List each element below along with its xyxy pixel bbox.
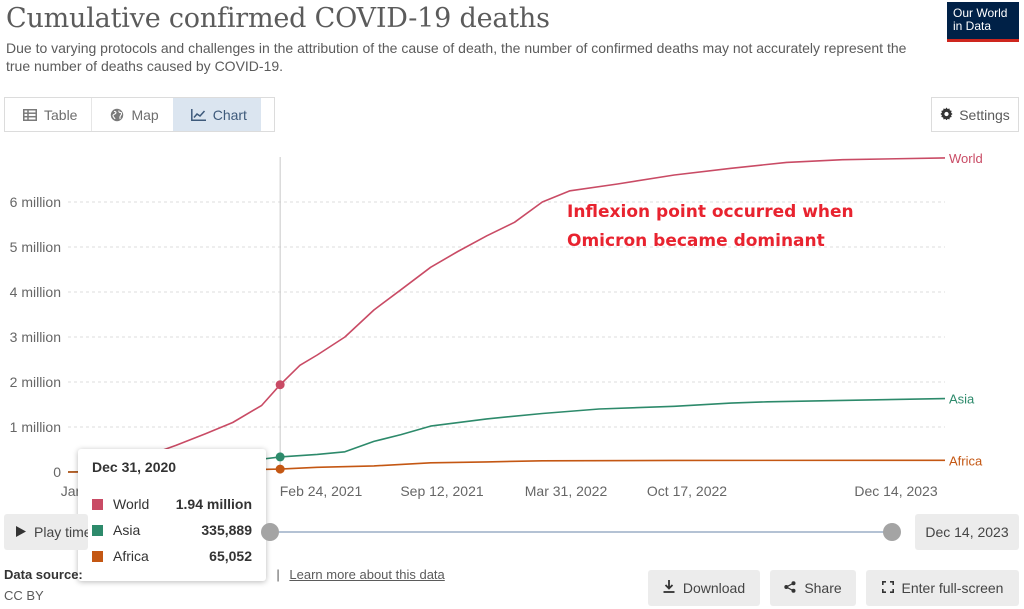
annotation-line-2: Omicron became dominant <box>567 231 825 251</box>
view-tabs: Table Map Chart <box>4 97 275 132</box>
annotation-line-1: Inflexion point occurred when <box>567 202 854 222</box>
tooltip-series-name: Africa <box>113 548 149 564</box>
line-chart[interactable]: 0 1 million 2 million 3 million 4 million 5 m… <box>0 140 1024 510</box>
tooltip-series-name: Asia <box>113 522 141 538</box>
owid-logo[interactable]: Our World in Data <box>947 2 1019 42</box>
asia-swatch <box>92 524 103 536</box>
learn-more-link[interactable]: Learn more about this data <box>289 567 445 582</box>
share-label: Share <box>804 580 842 596</box>
chart-annotation: Inflexion point occurred when Omicron be… <box>567 198 927 256</box>
series-end-label: Africa <box>949 453 983 468</box>
hover-point-africa <box>275 464 285 474</box>
series-end-label: Asia <box>949 392 975 407</box>
logo-line-1: Our World <box>953 6 1008 20</box>
tab-map[interactable]: Map <box>91 98 172 131</box>
tooltip-row-africa: Africa 65,052 <box>92 543 252 569</box>
x-tick-label: Dec 14, 2023 <box>854 483 937 499</box>
play-label: Play time-lapse <box>34 524 88 540</box>
x-tick-label: Oct 17, 2022 <box>647 483 727 499</box>
y-tick-label: 4 million <box>10 284 61 300</box>
download-icon <box>663 580 675 596</box>
world-swatch <box>92 498 103 510</box>
hover-tooltip: Dec 31, 2020 World 1.94 million Asia 335… <box>78 449 266 581</box>
fullscreen-label: Enter full-screen <box>901 580 1004 596</box>
play-timelapse-button[interactable]: Play time-lapse <box>4 514 88 550</box>
license-text: CC BY <box>4 588 44 603</box>
source-label: Data source: <box>4 567 83 582</box>
play-icon <box>16 524 26 540</box>
tooltip-series-value: 65,052 <box>209 548 252 564</box>
y-tick-label: 6 million <box>10 194 61 210</box>
timeline-end-date[interactable]: Dec 14, 2023 <box>915 514 1019 550</box>
globe-icon <box>110 108 124 122</box>
y-tick-label: 5 million <box>10 239 61 255</box>
timeline-start-handle[interactable] <box>261 523 279 541</box>
settings-button[interactable]: Settings <box>931 97 1019 132</box>
chart-subtitle: Due to varying protocols and challenges … <box>6 40 907 74</box>
x-tick-label: Feb 24, 2021 <box>280 483 363 499</box>
timeline-track[interactable] <box>270 531 892 533</box>
x-tick-label: Sep 12, 2021 <box>400 483 484 499</box>
fullscreen-button[interactable]: Enter full-screen <box>866 570 1019 606</box>
y-tick-label: 1 million <box>10 419 61 435</box>
tab-map-label: Map <box>131 106 159 123</box>
chart-title: Cumulative confirmed COVID-19 deaths <box>6 3 550 34</box>
timeline-end-handle[interactable] <box>883 523 901 541</box>
y-tick-label: 3 million <box>10 329 61 345</box>
line-chart-icon <box>190 108 206 121</box>
tooltip-date: Dec 31, 2020 <box>92 459 177 475</box>
series-line-world <box>67 157 946 473</box>
tooltip-series-value: 1.94 million <box>175 496 252 512</box>
tab-table-label: Table <box>44 106 78 123</box>
source-separator: | <box>276 567 280 582</box>
tab-table[interactable]: Table <box>5 98 91 131</box>
table-icon <box>23 108 37 121</box>
settings-label: Settings <box>959 106 1010 123</box>
hover-point-world <box>275 380 285 390</box>
logo-line-2: in Data <box>953 19 992 33</box>
africa-swatch <box>92 550 103 562</box>
tab-chart-label: Chart <box>212 106 247 123</box>
series-end-label: World <box>949 151 983 166</box>
x-tick-label: Jan <box>61 483 84 499</box>
download-button[interactable]: Download <box>648 570 760 606</box>
x-tick-label: Mar 31, 2022 <box>525 483 608 499</box>
download-label: Download <box>682 580 746 596</box>
gear-icon <box>940 106 953 123</box>
data-source: Data source: | Learn more about this dat… <box>4 567 445 582</box>
tooltip-series-value: 335,889 <box>201 522 252 538</box>
hover-point-asia <box>275 452 285 462</box>
tooltip-row-world: World 1.94 million <box>92 491 252 517</box>
tab-chart[interactable]: Chart <box>172 98 261 131</box>
y-tick-label: 2 million <box>10 374 61 390</box>
expand-icon <box>881 580 894 596</box>
tooltip-row-asia: Asia 335,889 <box>92 517 252 543</box>
share-icon <box>784 580 796 596</box>
y-tick-label: 0 <box>53 464 61 480</box>
tooltip-series-name: World <box>113 496 150 512</box>
share-button[interactable]: Share <box>770 570 856 606</box>
